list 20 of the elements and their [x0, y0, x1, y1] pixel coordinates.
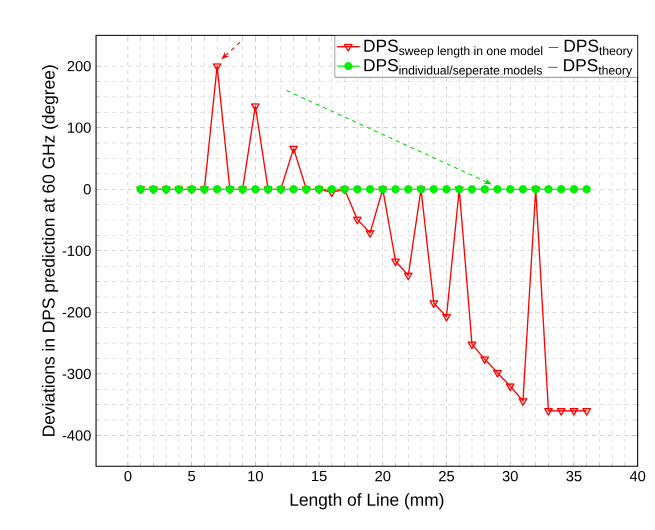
- x-tick-label: 5: [188, 471, 196, 482]
- y-tick-label: 200: [68, 61, 91, 72]
- x-tick-label: 10: [248, 471, 263, 482]
- y-tick-label: -200: [62, 307, 91, 318]
- y-tick-label: -100: [62, 246, 91, 256]
- x-tick-label: 15: [312, 471, 327, 482]
- y-axis-title: Deviations in DPS prediction at 60 GHz (degree): [42, 66, 58, 436]
- legend-label: $\text{DPS}_{\text{individual/seperate models}} - \text{DPS}_{\text{theory}}$: [364, 59, 632, 78]
- x-tick-label: 20: [375, 471, 390, 482]
- x-axis-title: Length of Line (mm): [290, 493, 444, 510]
- legend-label: $\text{DPS}_{\text{sweep length in one model}} - \text{DPS}_{\text{theory}}$: [364, 40, 633, 58]
- x-tick-label: 0: [124, 471, 132, 482]
- x-tick-label: 25: [439, 471, 454, 482]
- y-tick-label: -400: [62, 430, 91, 441]
- x-tick-label: 35: [566, 471, 582, 482]
- x-tick-label: 40: [630, 471, 646, 482]
- x-tick-label: 30: [502, 471, 518, 482]
- y-tick-label: 100: [68, 122, 91, 134]
- y-tick-label: 0: [84, 184, 91, 195]
- y-tick-label: -300: [62, 368, 91, 380]
